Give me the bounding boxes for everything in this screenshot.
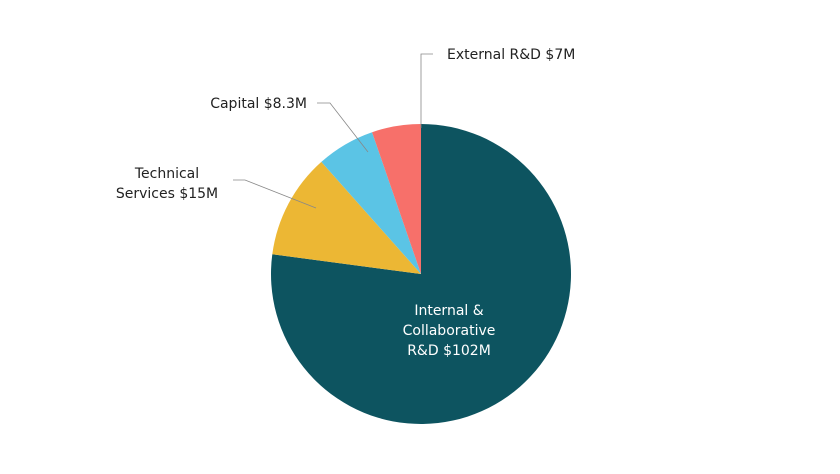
slice-label-line: Services $15M bbox=[116, 186, 218, 202]
leader-line bbox=[233, 179, 317, 209]
slice-label-line: Collaborative bbox=[403, 323, 496, 339]
leader-line bbox=[420, 53, 433, 128]
leader-line bbox=[317, 102, 369, 153]
slice-label-line: R&D $102M bbox=[407, 343, 491, 359]
pie-slice bbox=[321, 132, 421, 274]
slice-label-line: External R&D $7M bbox=[447, 47, 575, 63]
slice-label-line: Internal & bbox=[414, 303, 483, 319]
slice-label: External R&D $7M bbox=[447, 47, 575, 63]
slice-label: Internal & Collaborative R&D $102M bbox=[403, 303, 496, 359]
pie-slice bbox=[372, 124, 421, 274]
slice-label: Technical Services $15M bbox=[116, 166, 218, 202]
slice-label-line: Capital $8.3M bbox=[210, 96, 307, 112]
pie-slice bbox=[272, 161, 421, 274]
slice-label-line: Technical bbox=[134, 166, 199, 182]
slice-label: Capital $8.3M bbox=[210, 96, 307, 112]
